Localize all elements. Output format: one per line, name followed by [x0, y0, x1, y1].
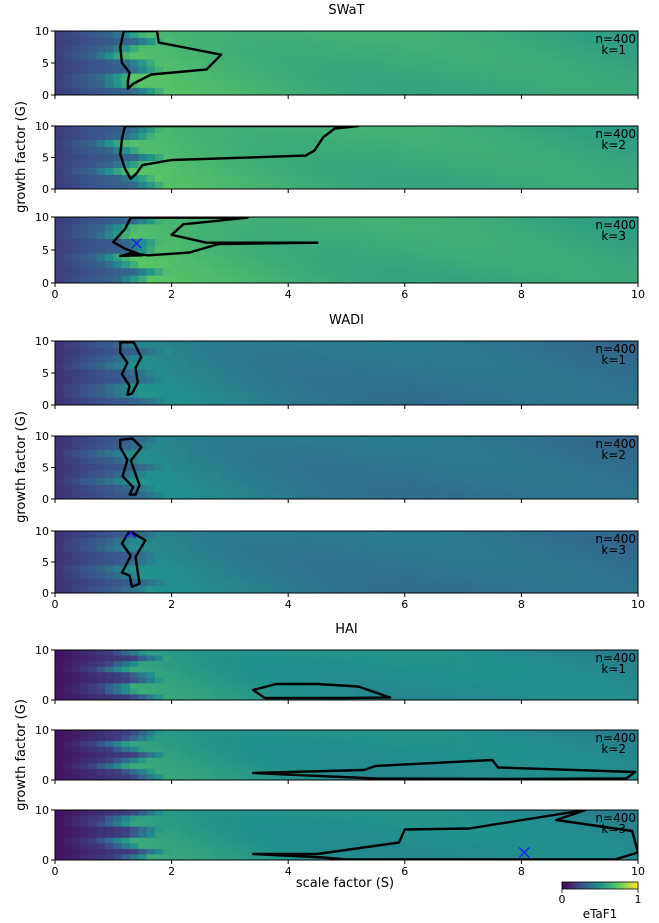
- x-tick-label: 10: [631, 598, 645, 611]
- group-title: SWaT: [328, 3, 364, 18]
- panel-label-k: k=1: [601, 353, 626, 367]
- x-tick-label: 10: [631, 865, 645, 878]
- y-tick-label: 10: [35, 430, 49, 443]
- contour-line: [120, 531, 147, 588]
- y-tick-label: 5: [42, 367, 49, 380]
- y-tick-label: 0: [42, 854, 49, 867]
- panel-label-k: k=1: [601, 43, 626, 57]
- panel-label-k: k=3: [601, 543, 626, 557]
- y-axis-label: growth factor (G): [14, 101, 29, 213]
- y-tick-label: 0: [42, 89, 49, 102]
- y-tick-label: 10: [35, 335, 49, 348]
- panel-label-k: k=3: [601, 229, 626, 243]
- panel-label-n: n=400: [595, 437, 636, 451]
- y-tick-label: 5: [42, 462, 49, 475]
- y-tick-label: 10: [35, 25, 49, 38]
- panel-frame: [54, 729, 639, 781]
- contour-line: [119, 437, 143, 496]
- best-marker: [518, 847, 530, 858]
- x-tick-label: 8: [518, 288, 525, 301]
- group-title: WADI: [329, 313, 364, 328]
- x-tick-label: 4: [285, 288, 292, 301]
- y-tick-label: 10: [35, 644, 49, 657]
- y-tick-label: 10: [35, 724, 49, 737]
- contour-line: [119, 31, 223, 90]
- contour-line: [252, 682, 392, 700]
- x-tick-label: 8: [518, 598, 525, 611]
- panel-label-n: n=400: [595, 342, 636, 356]
- x-tick-label: 6: [401, 598, 408, 611]
- colorbar-label: eTaF1: [583, 907, 618, 921]
- y-tick-label: 5: [42, 556, 49, 569]
- panel-label-n: n=400: [595, 532, 636, 546]
- panel-label-n: n=400: [595, 218, 636, 232]
- colorbar-max-label: 1: [635, 893, 642, 906]
- x-tick-label: 8: [518, 865, 525, 878]
- panel-label-n: n=400: [595, 811, 636, 825]
- panel-label-k: k=3: [601, 822, 626, 836]
- x-tick-label: 4: [285, 865, 292, 878]
- x-axis-label: scale factor (S): [296, 876, 394, 891]
- contour-line: [112, 217, 319, 258]
- panel-frame: [54, 649, 639, 701]
- colorbar: 0 1 eTaF1: [559, 881, 642, 921]
- group-title: HAI: [335, 622, 358, 637]
- x-tick-label: 2: [168, 598, 175, 611]
- y-axis-label: growth factor (G): [14, 411, 29, 523]
- panel-label-k: k=1: [601, 662, 626, 676]
- y-tick-label: 0: [42, 694, 49, 707]
- y-tick-label: 0: [42, 774, 49, 787]
- best-marker: [125, 531, 137, 539]
- panel-label-k: k=2: [601, 448, 626, 462]
- y-tick-label: 5: [42, 57, 49, 70]
- x-tick-label: 0: [52, 865, 59, 878]
- panel-label-n: n=400: [595, 32, 636, 46]
- panel-label-n: n=400: [595, 127, 636, 141]
- x-tick-label: 6: [401, 865, 408, 878]
- x-tick-label: 4: [285, 598, 292, 611]
- panel-frame: [54, 809, 639, 861]
- y-tick-label: 5: [42, 244, 49, 257]
- panel-label-n: n=400: [595, 651, 636, 665]
- best-marker: [131, 237, 143, 249]
- y-tick-label: 0: [42, 277, 49, 290]
- contour-line: [119, 126, 360, 181]
- y-tick-label: 10: [35, 804, 49, 817]
- x-tick-label: 2: [168, 288, 175, 301]
- x-tick-label: 6: [401, 288, 408, 301]
- y-tick-label: 0: [42, 493, 49, 506]
- y-tick-label: 10: [35, 525, 49, 538]
- panel-label-n: n=400: [595, 731, 636, 745]
- panel-label-k: k=2: [601, 138, 626, 152]
- contour-line: [252, 758, 637, 780]
- x-tick-label: 0: [52, 598, 59, 611]
- x-tick-label: 10: [631, 288, 645, 301]
- x-tick-label: 2: [168, 865, 175, 878]
- panel-label-k: k=2: [601, 742, 626, 756]
- contour-line: [119, 341, 143, 396]
- y-tick-label: 5: [42, 152, 49, 165]
- colorbar-gradient: [561, 881, 639, 890]
- y-tick-label: 0: [42, 399, 49, 412]
- colorbar-min-label: 0: [559, 893, 566, 906]
- y-tick-label: 10: [35, 120, 49, 133]
- y-tick-label: 0: [42, 183, 49, 196]
- y-tick-label: 10: [35, 211, 49, 224]
- x-tick-label: 0: [52, 288, 59, 301]
- y-tick-label: 0: [42, 587, 49, 600]
- y-axis-label: growth factor (G): [14, 699, 29, 811]
